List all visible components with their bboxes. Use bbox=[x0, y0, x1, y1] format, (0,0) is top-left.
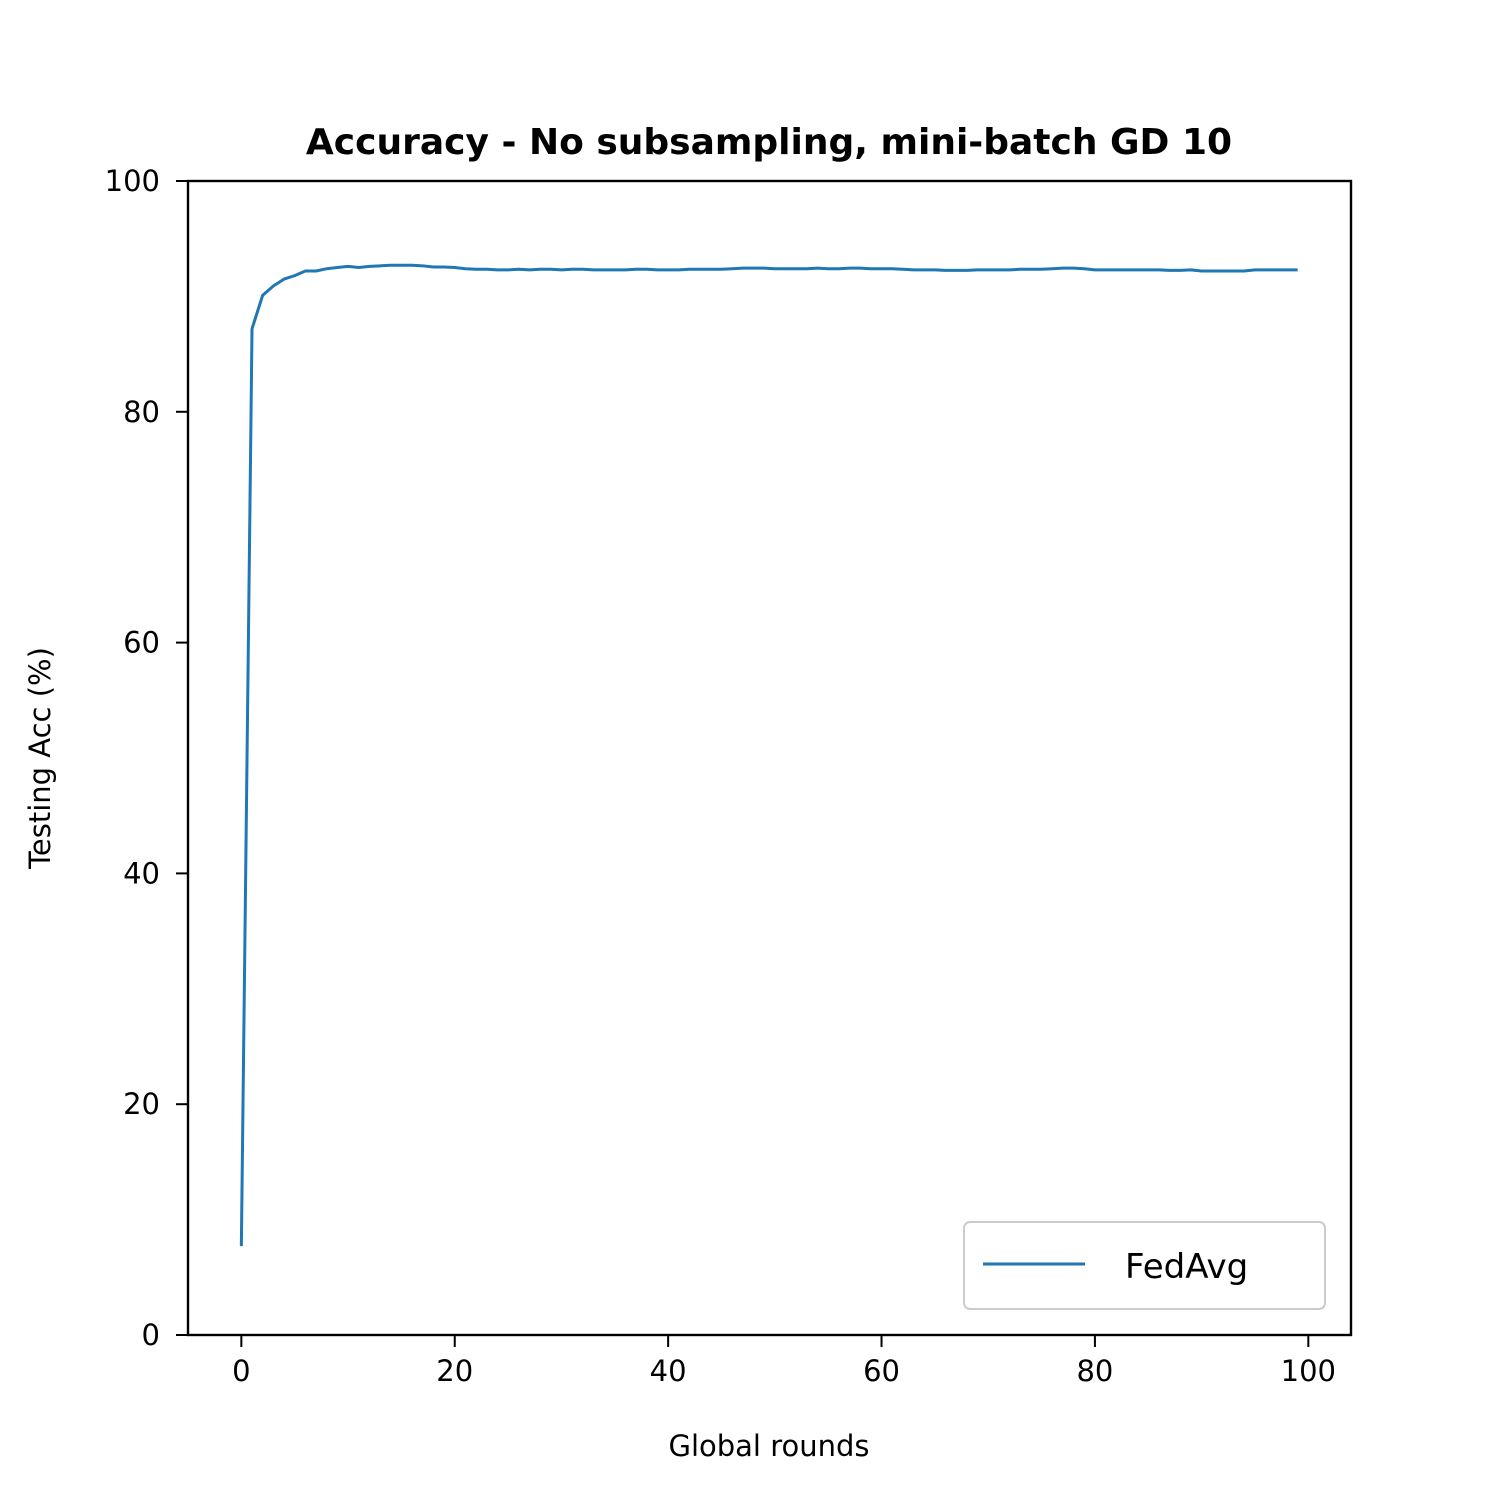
y-tick-label: 60 bbox=[123, 626, 160, 660]
x-axis-label: Global rounds bbox=[668, 1429, 869, 1463]
y-axis-ticks: 0 20 40 60 80 100 bbox=[105, 164, 188, 1352]
x-tick-label: 100 bbox=[1281, 1354, 1336, 1388]
x-axis-ticks: 0 20 40 60 80 100 bbox=[232, 1335, 1336, 1388]
x-tick-label: 60 bbox=[863, 1354, 900, 1388]
y-tick-label: 20 bbox=[123, 1087, 160, 1121]
plot-area: 0 20 40 60 80 100 0 20 40 60 80 100 bbox=[105, 164, 1353, 1388]
legend-label-fedavg: FedAvg bbox=[1125, 1247, 1248, 1287]
legend: FedAvg bbox=[963, 1221, 1326, 1310]
y-axis-label: Testing Acc (%) bbox=[23, 647, 57, 870]
x-tick-label: 0 bbox=[232, 1354, 250, 1388]
legend-box bbox=[963, 1221, 1326, 1310]
x-tick-label: 20 bbox=[436, 1354, 473, 1388]
axes-frame bbox=[186, 179, 1353, 1337]
y-tick-label: 100 bbox=[105, 164, 160, 198]
y-tick-label: 40 bbox=[123, 856, 160, 890]
y-tick-label: 0 bbox=[142, 1318, 160, 1352]
x-tick-label: 80 bbox=[1076, 1354, 1113, 1388]
y-tick-label: 80 bbox=[123, 395, 160, 429]
series-line-fedavg bbox=[239, 263, 1298, 1247]
chart-title: Accuracy - No subsampling, mini-batch GD… bbox=[306, 122, 1232, 163]
x-tick-label: 40 bbox=[650, 1354, 687, 1388]
series-layer bbox=[239, 263, 1298, 1247]
